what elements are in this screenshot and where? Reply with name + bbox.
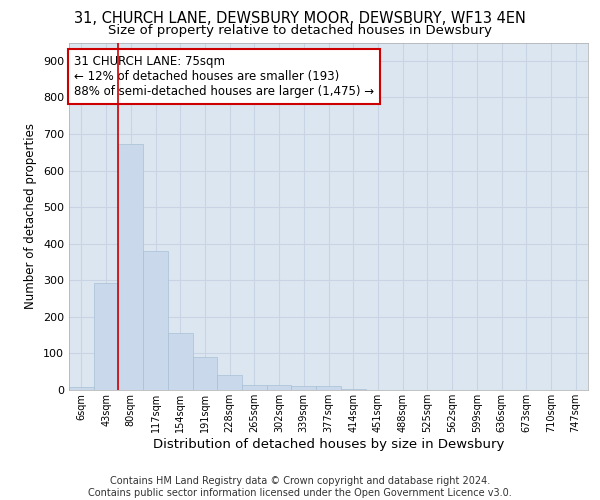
Bar bbox=[292, 386, 316, 390]
Bar bbox=[143, 251, 168, 390]
Text: Size of property relative to detached houses in Dewsbury: Size of property relative to detached ho… bbox=[108, 24, 492, 37]
Bar bbox=[217, 376, 242, 390]
Text: Contains HM Land Registry data © Crown copyright and database right 2024.
Contai: Contains HM Land Registry data © Crown c… bbox=[88, 476, 512, 498]
Bar bbox=[94, 283, 118, 390]
Text: 31 CHURCH LANE: 75sqm
← 12% of detached houses are smaller (193)
88% of semi-det: 31 CHURCH LANE: 75sqm ← 12% of detached … bbox=[74, 54, 374, 98]
Text: 31, CHURCH LANE, DEWSBURY MOOR, DEWSBURY, WF13 4EN: 31, CHURCH LANE, DEWSBURY MOOR, DEWSBURY… bbox=[74, 11, 526, 26]
Bar bbox=[168, 334, 193, 390]
Bar bbox=[193, 357, 217, 390]
Bar bbox=[242, 385, 267, 390]
Bar bbox=[316, 386, 341, 390]
Bar bbox=[118, 144, 143, 390]
Bar bbox=[267, 385, 292, 390]
Bar bbox=[69, 387, 94, 390]
Y-axis label: Number of detached properties: Number of detached properties bbox=[25, 123, 37, 309]
X-axis label: Distribution of detached houses by size in Dewsbury: Distribution of detached houses by size … bbox=[153, 438, 504, 451]
